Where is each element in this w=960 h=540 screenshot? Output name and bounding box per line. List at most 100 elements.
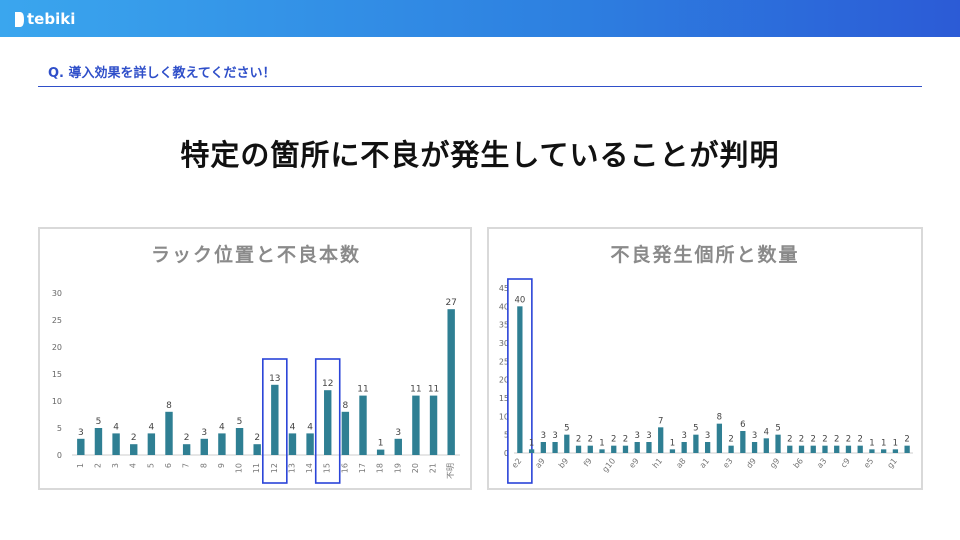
bar bbox=[834, 445, 840, 453]
data-label: 11 bbox=[357, 385, 368, 395]
data-label: 2 bbox=[822, 435, 827, 445]
x-tick-label: 20 bbox=[411, 463, 420, 473]
bar bbox=[798, 445, 805, 453]
data-label: 3 bbox=[78, 428, 84, 438]
x-tick-label: 4 bbox=[129, 463, 138, 468]
data-label: 1 bbox=[869, 438, 874, 448]
bar bbox=[564, 434, 570, 453]
bar bbox=[288, 433, 297, 455]
bar bbox=[447, 309, 455, 455]
highlight-box bbox=[314, 358, 341, 484]
y-tick-label: 30 bbox=[52, 289, 62, 298]
rack-defect-chart: ラック位置と不良本数051015202530315243244586273849… bbox=[52, 243, 460, 484]
data-label: 3 bbox=[541, 431, 546, 441]
bar bbox=[587, 445, 593, 453]
logo-text: tebiki bbox=[27, 10, 76, 28]
data-label: 3 bbox=[635, 431, 640, 441]
bar bbox=[165, 411, 173, 455]
x-tick-label: f9 bbox=[582, 457, 594, 469]
data-label: 4 bbox=[113, 422, 119, 432]
y-tick-label: 5 bbox=[504, 431, 509, 440]
x-tick-label: a9 bbox=[534, 457, 547, 470]
data-label: 3 bbox=[752, 431, 757, 441]
bar bbox=[693, 434, 699, 453]
y-tick-label: 5 bbox=[57, 424, 62, 433]
data-label: 11 bbox=[410, 385, 421, 395]
x-tick-label: e5 bbox=[862, 457, 875, 470]
bar bbox=[622, 445, 629, 453]
x-tick-label: 21 bbox=[429, 463, 438, 473]
bar bbox=[763, 438, 769, 453]
y-tick-label: 45 bbox=[499, 284, 509, 293]
data-label: 2 bbox=[623, 435, 628, 445]
data-label: 2 bbox=[799, 435, 804, 445]
bar bbox=[517, 306, 523, 453]
data-label: 4 bbox=[219, 422, 225, 432]
data-label: 2 bbox=[611, 435, 616, 445]
data-label: 2 bbox=[834, 435, 839, 445]
bar bbox=[704, 442, 711, 453]
y-tick-label: 20 bbox=[499, 376, 509, 385]
data-label: 5 bbox=[775, 424, 780, 434]
data-label: 13 bbox=[269, 374, 280, 384]
x-tick-label: 10 bbox=[235, 463, 244, 473]
chart-title: 不良発生個所と数量 bbox=[610, 243, 799, 266]
y-tick-label: 20 bbox=[52, 343, 62, 352]
bar bbox=[810, 445, 816, 453]
bar bbox=[822, 445, 828, 453]
bar bbox=[751, 442, 758, 453]
data-label: 5 bbox=[96, 417, 102, 427]
x-tick-label: b6 bbox=[792, 457, 805, 471]
bar bbox=[218, 433, 226, 455]
x-tick-label: 14 bbox=[305, 463, 314, 473]
data-label: 3 bbox=[201, 428, 207, 438]
bar bbox=[359, 395, 367, 455]
data-label: 12 bbox=[322, 379, 333, 389]
x-tick-label: 3 bbox=[111, 463, 120, 468]
data-label: 2 bbox=[728, 435, 733, 445]
y-tick-label: 40 bbox=[499, 302, 509, 311]
data-label: 2 bbox=[811, 435, 816, 445]
data-label: 2 bbox=[254, 433, 260, 443]
highlight-box bbox=[507, 278, 533, 484]
chart-panel-location: 不良発生個所と数量 0 5 10 15 20 25 30 35 40 45 40 e2 1 3 a9 3 5 b9 2… bbox=[487, 227, 923, 490]
location-defect-chart: 不良発生個所と数量05101520253035404540e213a935b92… bbox=[499, 243, 913, 484]
bar bbox=[599, 449, 605, 453]
x-tick-label: a3 bbox=[815, 457, 828, 470]
x-tick-label: 13 bbox=[287, 463, 296, 473]
data-label: 2 bbox=[787, 435, 792, 445]
data-label: 40 bbox=[514, 295, 525, 305]
x-tick-label: 17 bbox=[358, 463, 367, 473]
data-label: 2 bbox=[576, 435, 581, 445]
bar bbox=[646, 442, 652, 453]
x-tick-label: c9 bbox=[839, 457, 852, 470]
data-label: 3 bbox=[646, 431, 651, 441]
logo-icon bbox=[15, 11, 24, 27]
question-underline bbox=[38, 86, 922, 87]
bar bbox=[857, 445, 863, 453]
bar bbox=[306, 433, 314, 455]
y-tick-label: 25 bbox=[52, 316, 62, 325]
x-tick-label: 5 bbox=[146, 463, 155, 468]
x-tick-label: 6 bbox=[164, 463, 173, 468]
bar bbox=[575, 445, 582, 453]
data-label: 8 bbox=[166, 401, 172, 411]
bar bbox=[271, 384, 279, 455]
data-label: 1 bbox=[881, 438, 886, 448]
x-tick-label: a8 bbox=[674, 457, 687, 470]
bar bbox=[376, 449, 385, 455]
y-tick-label: 35 bbox=[499, 321, 509, 330]
y-tick-label: 30 bbox=[499, 339, 509, 348]
y-tick-label: 10 bbox=[499, 412, 509, 421]
data-label: 11 bbox=[428, 385, 439, 395]
bar bbox=[669, 449, 676, 453]
highlight-box bbox=[262, 358, 288, 484]
x-tick-label: 16 bbox=[340, 463, 349, 473]
x-tick-label: g1 bbox=[885, 457, 898, 471]
bar bbox=[341, 411, 350, 455]
bar bbox=[182, 444, 191, 455]
x-tick-label: h1 bbox=[651, 457, 664, 471]
data-label: 2 bbox=[857, 435, 862, 445]
bar bbox=[775, 434, 781, 453]
bar bbox=[787, 445, 793, 453]
